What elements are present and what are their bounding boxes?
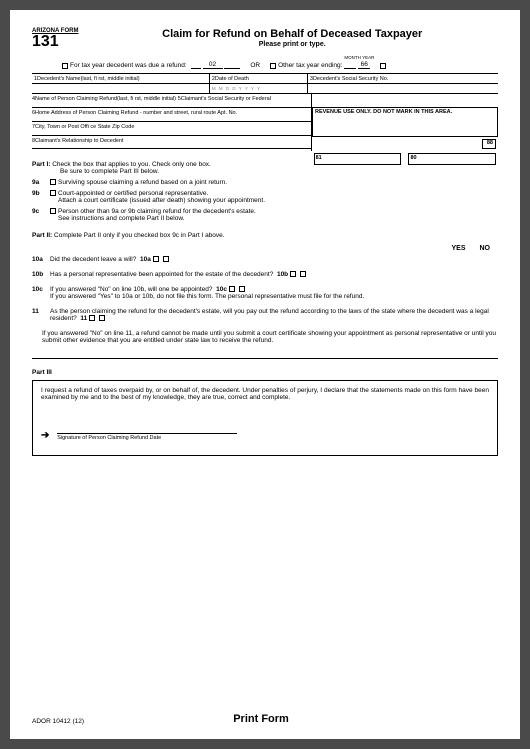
year-prefix-blank[interactable] <box>191 61 201 69</box>
part2-label: Part II: <box>32 232 52 239</box>
line-9b-text: Court-appointed or certified personal re… <box>58 190 208 197</box>
field-4-label: 4Name of Person Claiming Refund(last, fi… <box>32 96 176 102</box>
checkbox-10c-no[interactable] <box>239 286 245 292</box>
field-3-label: 3Decedent's Social Security No. <box>310 76 388 82</box>
or-label: OR <box>250 62 260 69</box>
line-9a-text: Surviving spouse claiming a refund based… <box>58 179 498 186</box>
tax-year-row: For tax year decedent was due a refund: … <box>32 56 498 69</box>
checkbox-9a[interactable] <box>50 179 56 185</box>
year-value[interactable]: 02 <box>203 61 223 69</box>
field-6-label: 6Home Address of Person Claiming Refund … <box>32 110 237 116</box>
other-year-checkbox[interactable] <box>270 63 276 69</box>
line-11-num: 11 <box>32 308 50 322</box>
date-format-hint: M M D D Y Y Y Y <box>212 86 261 91</box>
arrow-icon: ➔ <box>41 430 49 441</box>
year-suffix-blank[interactable] <box>224 61 240 69</box>
box-80: 80 <box>408 153 496 165</box>
checkbox-9b[interactable] <box>50 190 56 196</box>
line-11-text: As the person claiming the refund for th… <box>50 308 489 322</box>
line-10b-suffix: 10b <box>277 271 288 278</box>
line-10b-text: Has a personal representative been appoi… <box>50 271 273 278</box>
field-2-label: 2Date of Death <box>212 76 249 82</box>
declaration-box: I request a refund of taxes overpaid by,… <box>32 380 498 456</box>
part-2: Part II: Complete Part II only if you ch… <box>32 232 498 239</box>
part3-label: Part III <box>32 369 52 376</box>
line-11b-text: If you answered "No" on line 11, a refun… <box>42 330 498 344</box>
checkbox-10b-no[interactable] <box>300 271 306 277</box>
part1-label: Part I: <box>32 161 50 168</box>
checkbox-11-yes[interactable] <box>89 315 95 321</box>
row-1b: M M D D Y Y Y Y <box>32 83 498 93</box>
print-form-button[interactable]: Print Form <box>233 713 289 725</box>
other-year-val[interactable]: 66 <box>358 61 370 69</box>
line-10a-suffix: 10a <box>140 256 151 263</box>
line-10c-text2: If you answered "Yes" to 10a or 10b, do … <box>50 293 364 300</box>
form-number-block: ARIZONA FORM 131 <box>32 28 78 50</box>
part1-text2: Be sure to complete Part III below. <box>60 168 159 175</box>
line-9c-text2: See instructions and complete Part II be… <box>58 215 184 222</box>
no-header: NO <box>480 245 491 252</box>
row-1: 1Decedent's Name(last, fi rst, middle in… <box>32 73 498 83</box>
yes-header: YES <box>451 245 465 252</box>
footer: ADOR 10412 (12) Print Form <box>32 713 498 725</box>
part1-row: Part I: Check the box that applies to yo… <box>32 151 498 175</box>
line-9a-num: 9a <box>32 179 50 186</box>
revenue-use-box: REVENUE USE ONLY. DO NOT MARK IN THIS AR… <box>312 107 498 137</box>
field-8-label: 8Claimant's Relationship to Decedent <box>32 138 124 144</box>
checkbox-10c-yes[interactable] <box>229 286 235 292</box>
checkbox-10b-yes[interactable] <box>290 271 296 277</box>
signature-line[interactable]: Signature of Person Claiming Refund Date <box>57 433 237 441</box>
checkbox-9c[interactable] <box>50 208 56 214</box>
line-10a-num: 10a <box>32 256 50 263</box>
part2-text: Complete Part II only if you checked box… <box>54 232 225 239</box>
box-81: 81 <box>314 153 402 165</box>
trailing-checkbox[interactable] <box>380 63 386 69</box>
line-9c-num: 9c <box>32 208 50 222</box>
line-10c-num: 10c <box>32 286 50 300</box>
line-10a-text: Did the decedent leave a will? <box>50 256 136 263</box>
box-88: 88 <box>482 139 496 149</box>
line-10c-text: If you answered "No" on line 10b, will o… <box>50 286 213 293</box>
checkbox-11-no[interactable] <box>99 315 105 321</box>
rows-4-8: 4Name of Person Claiming Refund(last, fi… <box>32 93 498 151</box>
line-10c-suffix: 10c <box>216 286 227 293</box>
form-number: 131 <box>32 34 78 50</box>
tax-year-checkbox[interactable] <box>62 63 68 69</box>
checkbox-10a-no[interactable] <box>163 256 169 262</box>
part-1: Part I: Check the box that applies to yo… <box>32 161 312 175</box>
line-9b-num: 9b <box>32 190 50 204</box>
checkbox-10a-yes[interactable] <box>153 256 159 262</box>
ador-code: ADOR 10412 (12) <box>32 718 84 725</box>
tax-year-prefix: For tax year decedent was due a refund: <box>70 62 187 69</box>
line-9c-text: Person other than 9a or 9b claiming refu… <box>58 208 256 215</box>
form-title: Claim for Refund on Behalf of Deceased T… <box>86 28 498 40</box>
line-9b-text2: Attach a court certificate (issued after… <box>58 197 265 204</box>
field-5-label: 5Claimant's Social Security or Federal <box>178 96 271 102</box>
line-10b-num: 10b <box>32 271 50 278</box>
form-page: ARIZONA FORM 131 Claim for Refund on Beh… <box>10 10 520 739</box>
part-3: Part III <box>32 369 498 376</box>
declaration-text: I request a refund of taxes overpaid by,… <box>41 387 489 401</box>
field-7-label: 7City, Town or Post Offi ce State Zip Co… <box>32 124 134 130</box>
header: ARIZONA FORM 131 Claim for Refund on Beh… <box>32 28 498 50</box>
line-11-suffix: 11 <box>80 315 87 322</box>
form-subtitle: Please print or type. <box>86 41 498 48</box>
part1-text: Check the box that applies to you. Check… <box>52 161 211 168</box>
field-1-label: 1Decedent's Name(last, fi rst, middle in… <box>34 76 140 82</box>
title-block: Claim for Refund on Behalf of Deceased T… <box>86 28 498 48</box>
other-year-label: Other tax year ending: <box>278 62 342 69</box>
